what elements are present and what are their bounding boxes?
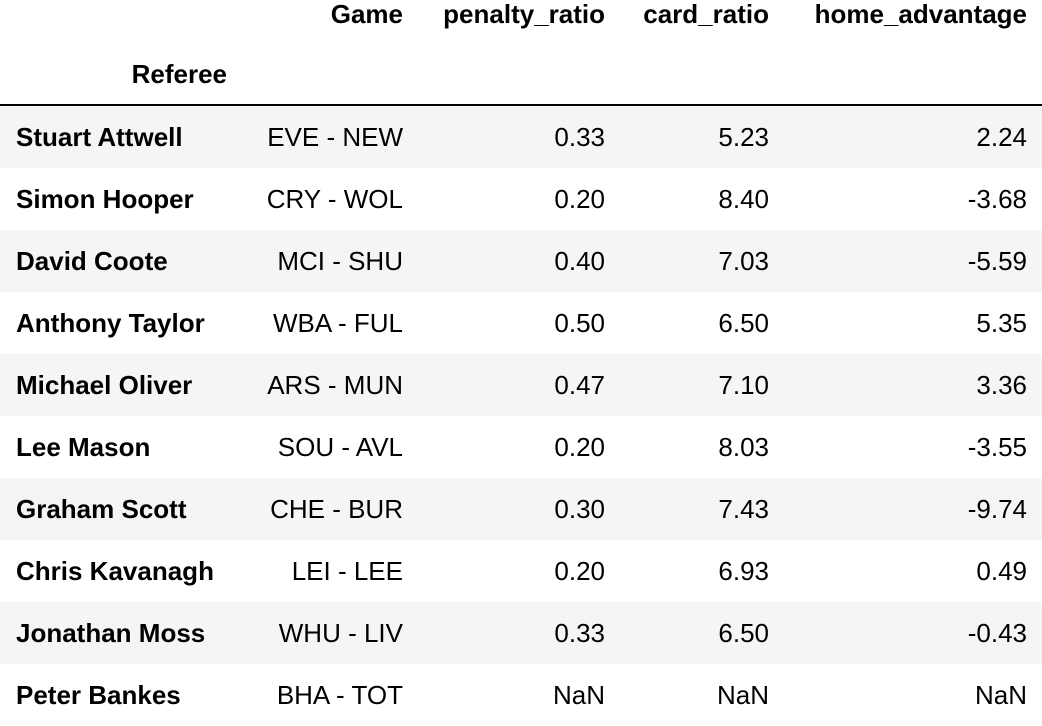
penalty-ratio-cell: 0.20 (554, 432, 605, 462)
table-row: Stuart Attwell EVE - NEW 0.33 5.23 2.24 (0, 106, 1042, 168)
game-cell: CRY - WOL (266, 184, 403, 214)
game-cell: WBA - FUL (272, 308, 403, 338)
referee-index-cell: Stuart Attwell (16, 122, 183, 152)
home-advantage-cell: -3.68 (967, 184, 1027, 214)
penalty-ratio-cell: NaN (552, 680, 605, 710)
game-cell: WHU - LIV (278, 618, 403, 648)
card-ratio-cell: NaN (716, 680, 769, 710)
card-ratio-cell: 5.23 (718, 122, 769, 152)
home-advantage-cell: NaN (974, 680, 1027, 710)
home-advantage-cell: 0.49 (976, 556, 1027, 586)
table-row: Peter Bankes BHA - TOT NaN NaN NaN (0, 664, 1042, 726)
game-cell: LEI - LEE (291, 556, 403, 586)
game-cell: CHE - BUR (270, 494, 403, 524)
game-cell: EVE - NEW (267, 122, 403, 152)
column-header-card-ratio: card_ratio (643, 0, 769, 29)
penalty-ratio-cell: 0.33 (554, 122, 605, 152)
card-ratio-cell: 6.50 (718, 618, 769, 648)
penalty-ratio-cell: 0.20 (554, 184, 605, 214)
header-divider (0, 104, 1042, 106)
home-advantage-cell: 2.24 (976, 122, 1027, 152)
referee-index-cell: Peter Bankes (16, 680, 181, 710)
card-ratio-cell: 8.03 (718, 432, 769, 462)
table-row: Michael Oliver ARS - MUN 0.47 7.10 3.36 (0, 354, 1042, 416)
referee-index-cell: David Coote (16, 246, 168, 276)
game-cell: ARS - MUN (267, 370, 403, 400)
table-row: Graham Scott CHE - BUR 0.30 7.43 -9.74 (0, 478, 1042, 540)
column-header-home-advantage: home_advantage (814, 0, 1027, 29)
penalty-ratio-cell: 0.20 (554, 556, 605, 586)
game-cell: BHA - TOT (276, 680, 403, 710)
home-advantage-cell: 3.36 (976, 370, 1027, 400)
referee-index-cell: Simon Hooper (16, 184, 194, 214)
referee-index-cell: Anthony Taylor (16, 308, 205, 338)
card-ratio-cell: 7.10 (718, 370, 769, 400)
card-ratio-cell: 6.50 (718, 308, 769, 338)
referee-index-cell: Jonathan Moss (16, 618, 206, 648)
penalty-ratio-cell: 0.30 (554, 494, 605, 524)
card-ratio-cell: 7.43 (718, 494, 769, 524)
table-row: Jonathan Moss WHU - LIV 0.33 6.50 -0.43 (0, 602, 1042, 664)
penalty-ratio-cell: 0.40 (554, 246, 605, 276)
table-row: Lee Mason SOU - AVL 0.20 8.03 -3.55 (0, 416, 1042, 478)
home-advantage-cell: -0.43 (967, 618, 1027, 648)
game-cell: SOU - AVL (277, 432, 403, 462)
home-advantage-cell: -9.74 (967, 494, 1027, 524)
index-header-referee: Referee (131, 59, 227, 89)
referee-index-cell: Graham Scott (16, 494, 187, 524)
game-cell: MCI - SHU (277, 246, 403, 276)
home-advantage-cell: -3.55 (967, 432, 1027, 462)
referee-index-cell: Michael Oliver (16, 370, 193, 400)
home-advantage-cell: -5.59 (967, 246, 1027, 276)
card-ratio-cell: 7.03 (718, 246, 769, 276)
column-header-game: Game (330, 0, 403, 29)
table-row: David Coote MCI - SHU 0.40 7.03 -5.59 (0, 230, 1042, 292)
table-row: Simon Hooper CRY - WOL 0.20 8.40 -3.68 (0, 168, 1042, 230)
penalty-ratio-cell: 0.33 (554, 618, 605, 648)
table-row: Chris Kavanagh LEI - LEE 0.20 6.93 0.49 (0, 540, 1042, 602)
card-ratio-cell: 6.93 (718, 556, 769, 586)
table-row: Anthony Taylor WBA - FUL 0.50 6.50 5.35 (0, 292, 1042, 354)
penalty-ratio-cell: 0.47 (554, 370, 605, 400)
column-header-penalty-ratio: penalty_ratio (443, 0, 605, 29)
referee-index-cell: Chris Kavanagh (16, 556, 214, 586)
card-ratio-cell: 8.40 (718, 184, 769, 214)
penalty-ratio-cell: 0.50 (554, 308, 605, 338)
home-advantage-cell: 5.35 (976, 308, 1027, 338)
referee-index-cell: Lee Mason (16, 432, 151, 462)
